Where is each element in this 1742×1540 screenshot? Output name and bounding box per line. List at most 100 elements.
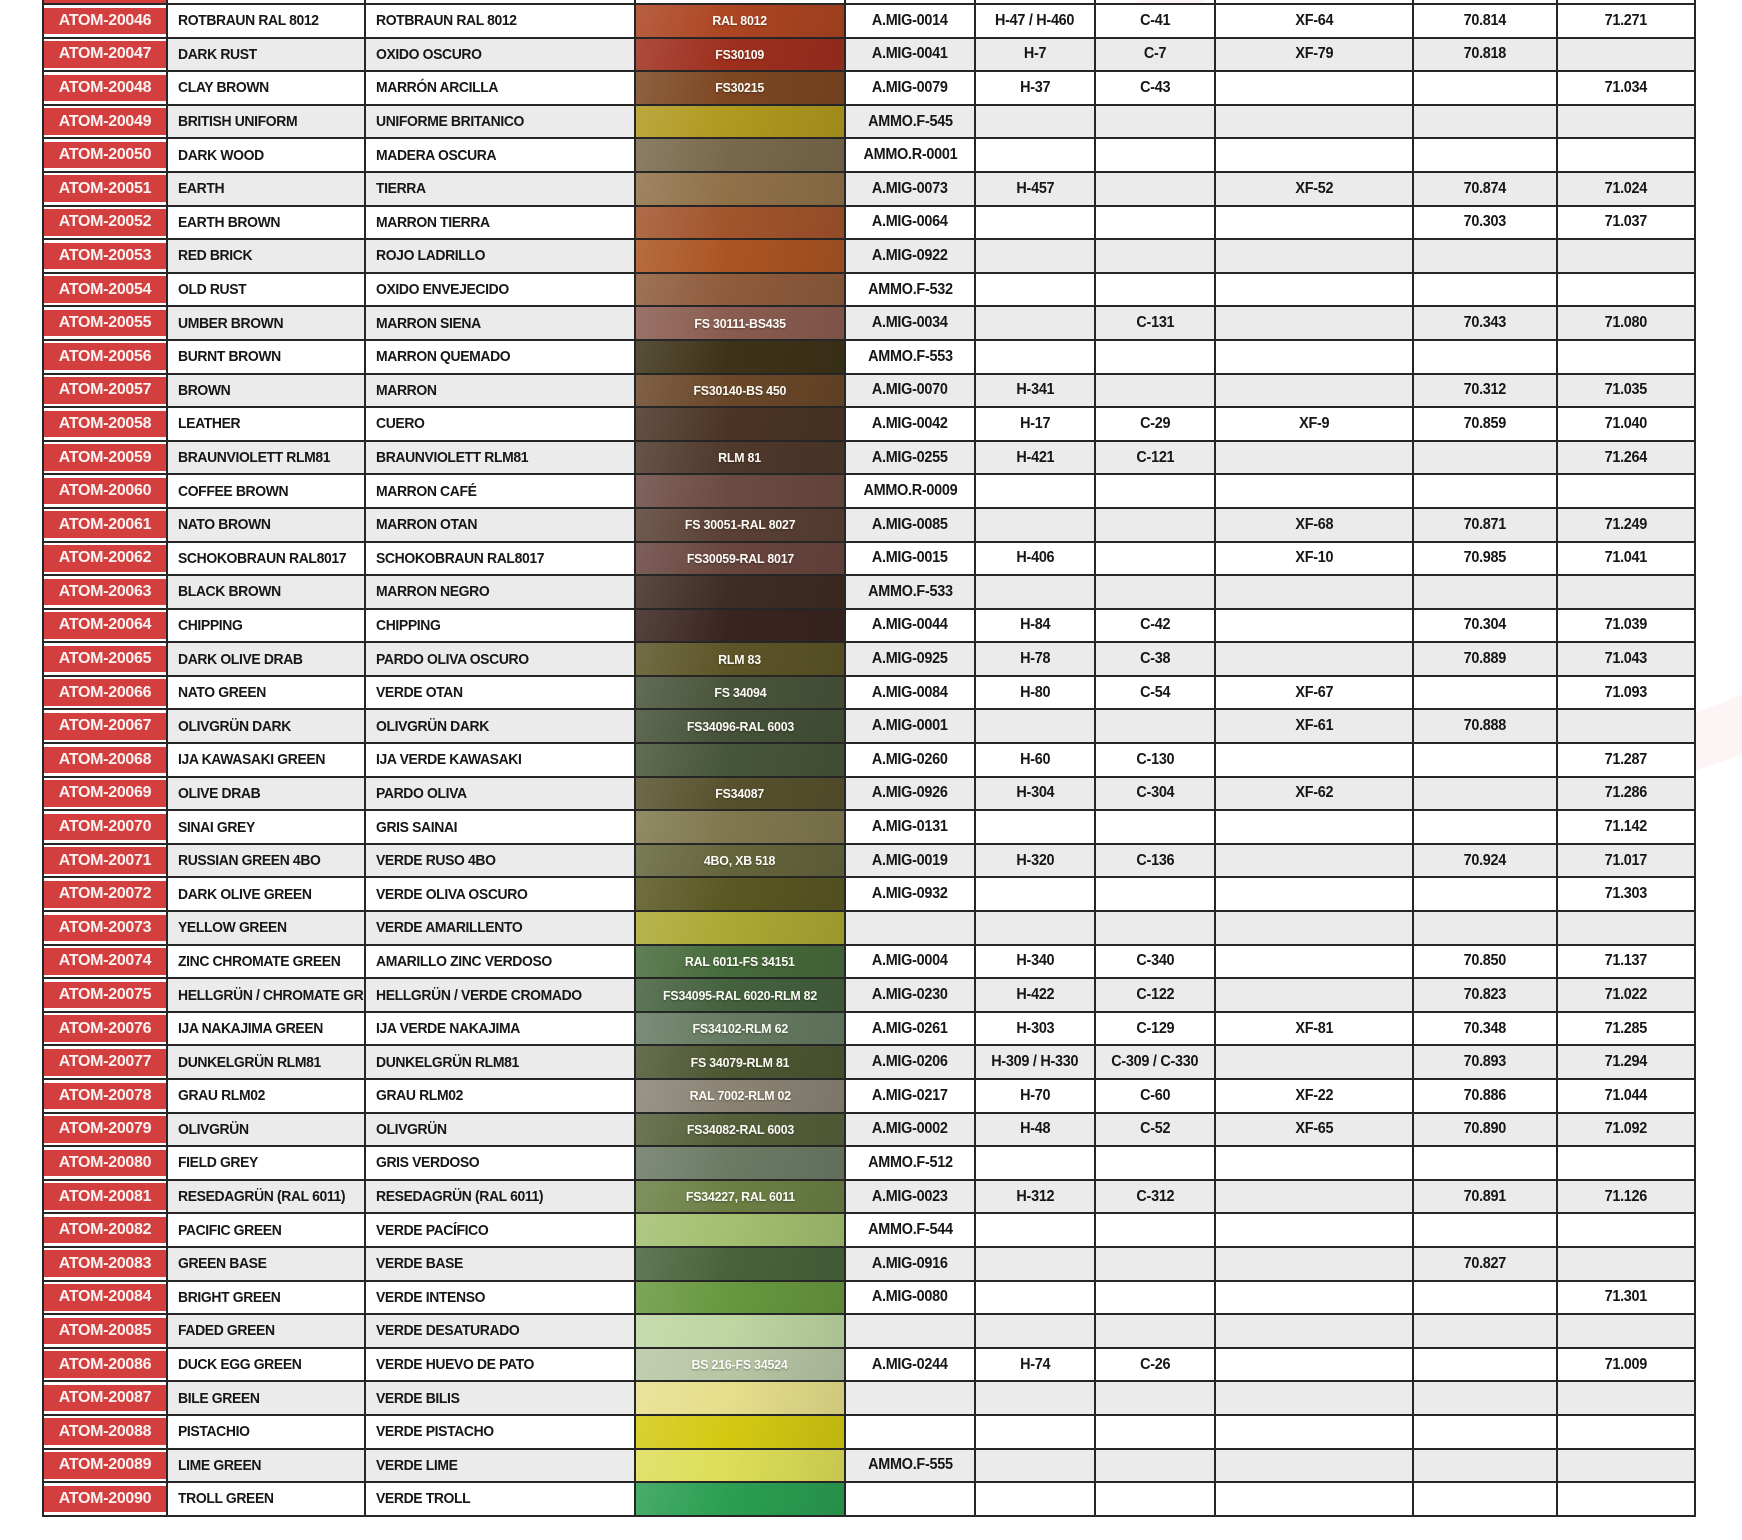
atom-code-cell: ATOM-20059: [44, 441, 168, 476]
atom-code-badge: ATOM-20082: [44, 1216, 166, 1244]
ammo-mig-code-cell: A.MIG-0041: [846, 38, 976, 73]
atom-code-cell: ATOM-20054: [44, 273, 168, 308]
atom-code-badge: ATOM-20074: [44, 948, 166, 975]
tamiya-xf-code-cell: XF-52: [1216, 172, 1414, 207]
paint-name-spanish: IJA VERDE NAKAJIMA: [366, 1012, 636, 1047]
atom-code-cell: ATOM-20085: [44, 1315, 168, 1349]
color-swatch-face: [636, 139, 844, 171]
color-swatch-face: [636, 1483, 844, 1515]
paint-name-english: SINAI GREY: [168, 811, 366, 845]
c-code-cell: C-7: [1096, 38, 1216, 73]
color-swatch-face: [636, 609, 844, 642]
color-swatch: [636, 475, 846, 509]
tamiya-xf-code-cell: [1216, 72, 1414, 106]
color-swatch: [636, 576, 846, 610]
ammo-mig-code-cell: A.MIG-0217: [846, 1080, 976, 1114]
ammo-mig-code-cell: A.MIG-0932: [846, 878, 976, 913]
paint-name-english: DUNKELGRÜN RLM81: [168, 1046, 366, 1080]
tamiya-xf-code-cell: XF-62: [1216, 777, 1414, 812]
vallejo-71-code-cell: 71.024: [1558, 172, 1696, 207]
vallejo-70-code-cell: [1414, 139, 1558, 173]
color-swatch-face: RAL 6011-FS 34151: [636, 945, 844, 978]
ammo-mig-code-cell: A.MIG-0084: [846, 676, 976, 711]
color-swatch: FS30059-RAL 8017: [636, 542, 846, 577]
vallejo-70-code-cell: [1414, 1214, 1558, 1248]
h-code-cell: [976, 1281, 1096, 1316]
tamiya-xf-code-cell: XF-10: [1216, 542, 1414, 577]
color-swatch-face: 4BO, XB 518: [636, 844, 844, 877]
tamiya-xf-code-cell: [1216, 1348, 1414, 1383]
vallejo-70-code-cell: 70.827: [1414, 1247, 1558, 1282]
cut-off-row-cell: [976, 0, 1096, 5]
color-swatch: FS34087: [636, 777, 846, 812]
h-code-cell: [976, 710, 1096, 745]
swatch-reference-label: BS 216-FS 34524: [691, 1357, 789, 1373]
vallejo-70-code-cell: [1414, 475, 1558, 509]
paint-name-spanish: UNIFORME BRITANICO: [366, 105, 636, 140]
atom-code-cell: ATOM-20087: [44, 1382, 168, 1416]
paint-name-english: GRAU RLM02: [168, 1080, 366, 1114]
swatch-reference-label: FS 34094: [713, 685, 767, 701]
color-swatch: [636, 408, 846, 442]
ammo-mig-code-cell: A.MIG-0023: [846, 1180, 976, 1215]
atom-code-badge: ATOM-20073: [44, 914, 166, 942]
tamiya-xf-code-cell: [1216, 1382, 1414, 1416]
atom-code-cell: ATOM-20088: [44, 1415, 168, 1450]
c-code-cell: [1096, 1382, 1216, 1416]
color-swatch: FS30109: [636, 38, 846, 73]
color-swatch: [636, 1214, 846, 1248]
color-swatch-face: FS30140-BS 450: [636, 374, 844, 407]
vallejo-70-code-cell: [1414, 811, 1558, 845]
paint-name-english: LIME GREEN: [168, 1449, 366, 1484]
vallejo-70-code-cell: [1414, 1415, 1558, 1450]
h-code-cell: H-84: [976, 609, 1096, 644]
atom-code-cell: ATOM-20064: [44, 609, 168, 644]
vallejo-71-code-cell: 71.301: [1558, 1281, 1696, 1316]
h-code-cell: [976, 912, 1096, 946]
vallejo-71-code-cell: 71.137: [1558, 945, 1696, 980]
tamiya-xf-code-cell: [1216, 979, 1414, 1013]
atom-code-cell: ATOM-20080: [44, 1147, 168, 1181]
ammo-mig-code-cell: A.MIG-0064: [846, 206, 976, 241]
vallejo-70-code-cell: 70.312: [1414, 374, 1558, 409]
h-code-cell: H-74: [976, 1348, 1096, 1383]
vallejo-70-code-cell: 70.823: [1414, 979, 1558, 1013]
paint-name-english: PACIFIC GREEN: [168, 1214, 366, 1248]
tamiya-xf-code-cell: [1216, 441, 1414, 476]
vallejo-71-code-cell: [1558, 273, 1696, 308]
h-code-cell: [976, 1382, 1096, 1416]
color-swatch-face: FS30059-RAL 8017: [636, 542, 844, 575]
atom-code-badge: ATOM-20087: [44, 1384, 166, 1412]
vallejo-71-code-cell: 71.294: [1558, 1046, 1696, 1080]
tamiya-xf-code-cell: [1216, 1415, 1414, 1450]
h-code-cell: H-70: [976, 1080, 1096, 1114]
atom-code-cell: ATOM-20068: [44, 744, 168, 778]
atom-code-badge: ATOM-20054: [44, 276, 166, 303]
paint-name-spanish: MARRON TIERRA: [366, 206, 636, 241]
vallejo-71-code-cell: 71.264: [1558, 441, 1696, 476]
ammo-mig-code-cell: A.MIG-0004: [846, 945, 976, 980]
vallejo-71-code-cell: [1558, 576, 1696, 610]
c-code-cell: C-312: [1096, 1180, 1216, 1215]
vallejo-71-code-cell: 71.285: [1558, 1012, 1696, 1047]
c-code-cell: C-304: [1096, 777, 1216, 812]
paint-name-spanish: GRIS VERDOSO: [366, 1147, 636, 1181]
paint-name-english: DARK WOOD: [168, 139, 366, 173]
color-swatch-face: [636, 912, 844, 944]
tamiya-xf-code-cell: [1216, 643, 1414, 677]
vallejo-70-code-cell: [1414, 878, 1558, 913]
atom-code-cell: ATOM-20071: [44, 844, 168, 879]
paint-name-spanish: GRAU RLM02: [366, 1080, 636, 1114]
color-swatch: FS 30111-BS435: [636, 307, 846, 341]
atom-code-badge: ATOM-20090: [44, 1485, 166, 1513]
ammo-mig-code-cell: [846, 1415, 976, 1450]
color-swatch: RAL 6011-FS 34151: [636, 945, 846, 980]
cut-off-row-cell: [1096, 0, 1216, 5]
atom-code-badge: ATOM-20064: [44, 612, 166, 639]
paint-name-spanish: OLIVGRÜN: [366, 1113, 636, 1148]
h-code-cell: H-320: [976, 844, 1096, 879]
atom-code-badge: ATOM-20060: [44, 477, 166, 505]
swatch-reference-label: RLM 81: [718, 450, 762, 466]
ammo-mig-code-cell: [846, 1483, 976, 1517]
vallejo-71-code-cell: 71.249: [1558, 508, 1696, 543]
